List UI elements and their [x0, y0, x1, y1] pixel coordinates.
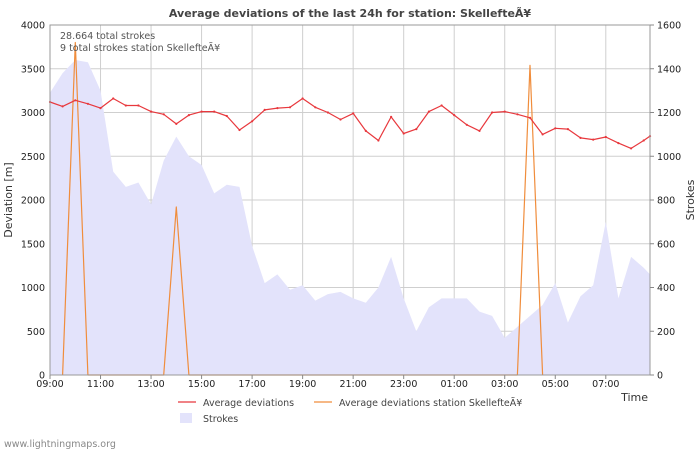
average-deviation-point	[314, 106, 317, 109]
y2-axis-label: Strokes	[684, 179, 697, 220]
x-tick-label: 07:00	[592, 379, 619, 390]
average-deviation-point	[541, 133, 544, 136]
average-deviation-point	[150, 110, 153, 113]
y-tick-label: 0	[39, 371, 45, 382]
station-strokes-annotation: 9 total strokes station SkellefteÃ¥	[60, 43, 220, 54]
strokes-area-layer	[50, 60, 650, 375]
y2-tick-label: 1000	[657, 152, 681, 163]
x-tick-label: 05:00	[542, 379, 569, 390]
x-tick-label: 21:00	[339, 379, 366, 390]
average-deviation-point	[528, 116, 532, 119]
legend-label-average-deviations: Average deviations	[203, 398, 294, 409]
average-deviation-line	[49, 97, 651, 149]
legend-swatch-strokes	[180, 413, 192, 423]
average-deviation-point	[137, 104, 140, 107]
average-deviation-point	[288, 106, 292, 109]
average-deviation-point	[263, 108, 266, 111]
y-tick-label: 4000	[21, 21, 45, 32]
average-deviation-point	[415, 128, 418, 131]
x-tick-label: 11:00	[87, 379, 114, 390]
average-deviation-point	[364, 129, 367, 132]
average-deviation-point	[579, 136, 582, 139]
average-deviation-point	[453, 114, 456, 117]
y2-tick-label: 600	[657, 239, 675, 250]
total-strokes-annotation: 28.664 total strokes	[60, 31, 155, 42]
x-tick-label: 03:00	[491, 379, 518, 390]
average-deviation-point	[465, 123, 468, 126]
average-deviation-point	[617, 142, 620, 145]
x-tick-label: 09:00	[36, 379, 63, 390]
average-deviation-point	[213, 110, 216, 113]
x-axis-ticks: 09:00 11:00 13:00 15:00 17:00 19:00 21:00 23:00…	[36, 375, 619, 390]
y-tick-label: 3000	[21, 108, 45, 119]
y2-tick-label: 200	[657, 327, 675, 338]
y-tick-label: 2000	[21, 196, 45, 207]
y-axis-label: Deviation [m]	[2, 162, 15, 237]
legend: Average deviations Average deviations st…	[178, 398, 522, 425]
chart-title: Average deviations of the last 24h for s…	[169, 7, 531, 20]
average-deviation-point	[61, 105, 64, 108]
average-deviation-point	[251, 120, 254, 123]
y-tick-label: 3500	[21, 64, 45, 75]
x-tick-label: 23:00	[390, 379, 417, 390]
average-deviation-point	[238, 128, 241, 132]
y-tick-label: 2500	[21, 152, 45, 163]
average-deviation-point	[402, 132, 405, 135]
average-deviation-point	[440, 104, 443, 107]
y2-tick-label: 400	[657, 283, 675, 294]
y2-tick-label: 800	[657, 196, 675, 207]
y-tick-label: 500	[27, 327, 45, 338]
x-tick-label: 13:00	[137, 379, 164, 390]
average-deviation-point	[390, 115, 393, 118]
average-deviation-point	[554, 127, 557, 130]
y2-axis-ticks: 0 200 400 600 800 1000 1200 1400 1600	[650, 21, 681, 382]
average-deviation-point	[427, 110, 430, 113]
average-deviation-point	[301, 97, 304, 100]
y-tick-label: 1000	[21, 283, 45, 294]
y2-tick-label: 1200	[657, 108, 681, 119]
average-deviation-point	[377, 139, 380, 142]
x-tick-label: 19:00	[289, 379, 316, 390]
legend-label-station-deviations: Average deviations station SkellefteÃ¥	[339, 398, 522, 409]
station-deviation-line	[62, 41, 544, 376]
average-deviation-point	[187, 114, 190, 117]
y2-tick-label: 1600	[657, 21, 681, 32]
average-deviation-point	[352, 112, 355, 115]
x-axis-label: Time	[620, 391, 648, 404]
average-deviation-point	[74, 99, 77, 102]
average-deviation-point	[124, 104, 127, 107]
average-deviation-point	[592, 138, 595, 141]
y2-tick-label: 1400	[657, 64, 681, 75]
y-axis-ticks: 0 500 1000 1500 2000 2500 3000 3500 4000	[21, 21, 45, 382]
average-deviation-point	[86, 102, 89, 105]
x-tick-label: 17:00	[238, 379, 265, 390]
average-deviation-point	[200, 110, 203, 113]
average-deviation-point	[225, 114, 228, 118]
average-deviation-point	[630, 147, 633, 150]
y2-tick-label: 0	[657, 371, 663, 382]
average-deviation-point	[478, 129, 481, 132]
x-tick-label: 01:00	[441, 379, 468, 390]
average-deviation-point	[491, 111, 494, 114]
legend-label-strokes: Strokes	[203, 414, 238, 425]
average-deviation-point	[326, 111, 329, 114]
y-tick-label: 1500	[21, 239, 45, 250]
x-tick-label: 15:00	[188, 379, 215, 390]
average-deviation-point	[503, 110, 506, 113]
footer-site-url: www.lightningmaps.org	[4, 439, 116, 450]
average-deviation-point	[566, 128, 570, 131]
average-deviation-point	[112, 97, 115, 100]
average-deviation-point	[162, 113, 165, 116]
average-deviation-point	[175, 122, 178, 125]
average-deviation-point	[339, 118, 342, 121]
average-deviation-point	[516, 113, 519, 116]
average-deviation-point	[604, 135, 607, 139]
strokes-area	[50, 60, 650, 375]
average-deviation-point	[99, 107, 102, 110]
average-deviation-point	[642, 139, 645, 142]
average-deviation-point	[276, 107, 279, 110]
